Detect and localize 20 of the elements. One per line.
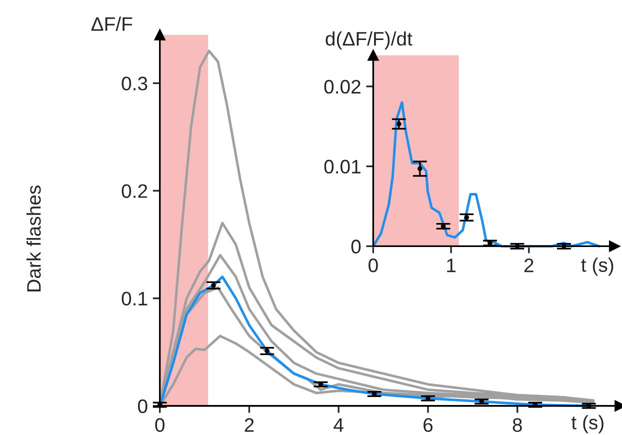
y-axis-title: ΔF/F [91,16,132,31]
x-tick-label: 4 [334,418,344,432]
x-axis-title: t (s) [571,415,604,434]
y-tick-label: 0.1 [122,292,148,306]
x-tick-label: 1 [447,258,456,272]
y-axis-title: d(ΔF/F)/dt [326,31,412,50]
x-tick-label: 0 [155,418,164,432]
x-tick-label: 0 [368,258,378,272]
y-tick-label: 0.01 [324,160,360,174]
y-tick-label: 0.3 [122,76,148,90]
y-tick-label: 0 [351,240,361,254]
x-tick-label: 2 [244,418,254,432]
x-axis-title: t (s) [581,258,614,276]
x-tick-label: 8 [512,418,522,432]
y-tick-label: 0.02 [324,80,360,94]
y-tick-label: 0.2 [122,184,148,198]
x-tick-label: 6 [424,418,433,432]
x-tick-label: 2 [524,258,534,272]
text: Dark flashes [26,186,41,292]
y-tick-label: 0 [138,399,148,414]
